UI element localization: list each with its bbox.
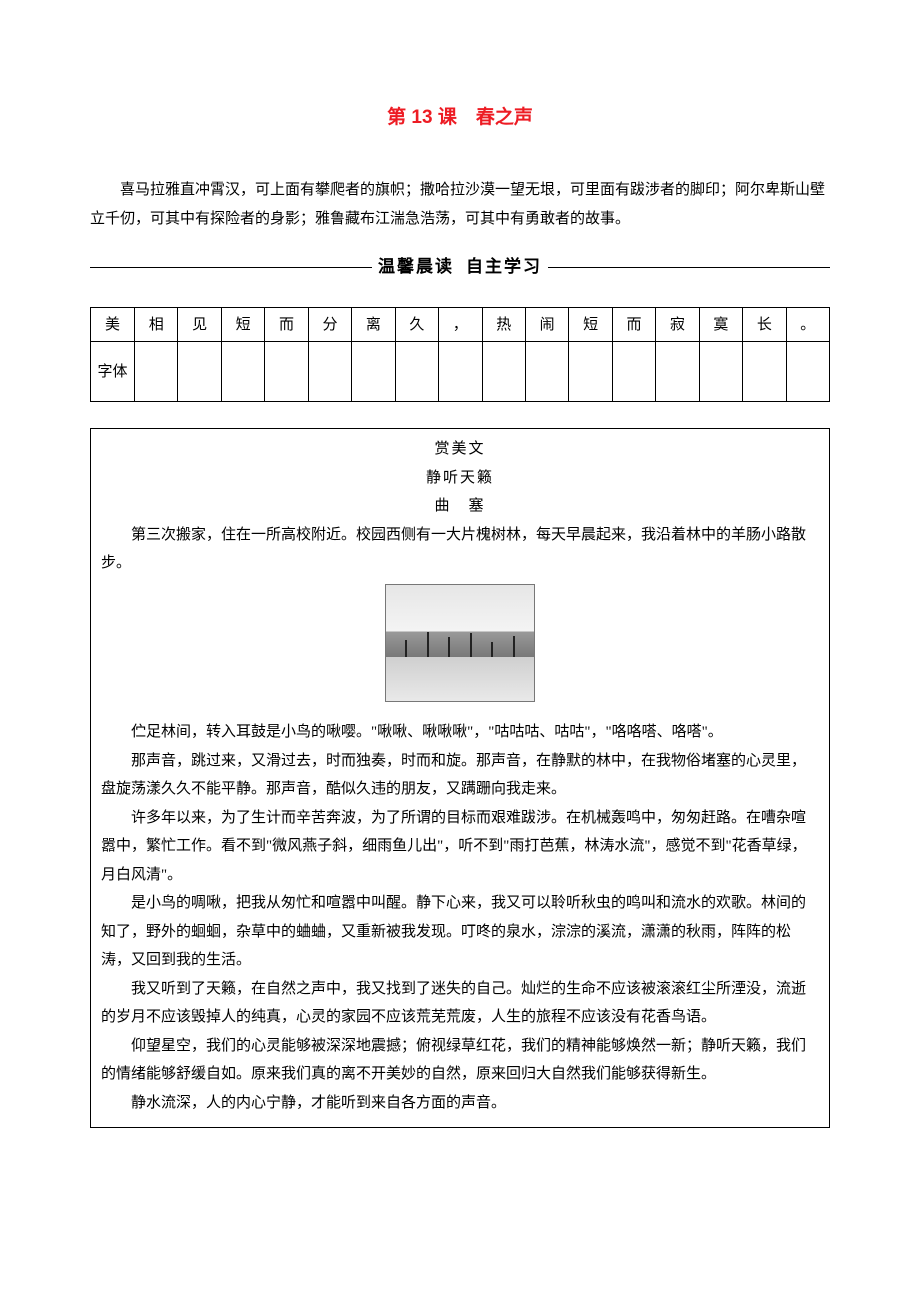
grid-cell-empty	[395, 342, 438, 402]
essay-paragraph: 我又听到了天籁，在自然之声中，我又找到了迷失的自己。灿烂的生命不应该被滚滚红尘所…	[101, 975, 819, 1032]
grid-cell: 见	[178, 308, 221, 342]
grid-cell: 相	[135, 308, 178, 342]
grid-cell-empty	[178, 342, 221, 402]
grid-cell: 离	[352, 308, 395, 342]
grid-cell: 热	[482, 308, 525, 342]
grid-cell-empty	[699, 342, 742, 402]
grid-cell-empty	[439, 342, 482, 402]
grid-cell: 闹	[525, 308, 568, 342]
grid-cell: 长	[743, 308, 786, 342]
grid-cell-empty	[482, 342, 525, 402]
essay-paragraph: 仰望星空，我们的心灵能够被深深地震撼；俯视绿草红花，我们的精神能够焕然一新；静听…	[101, 1032, 819, 1089]
grid-cell-empty	[308, 342, 351, 402]
grid-cell: 而	[612, 308, 655, 342]
grid-cell: 寞	[699, 308, 742, 342]
grid-cell: ，	[439, 308, 482, 342]
grid-label-top: 美	[91, 308, 135, 342]
section-divider: 温馨晨读 自主学习	[90, 251, 830, 283]
grid-cell-empty	[569, 342, 612, 402]
grid-cell-empty	[135, 342, 178, 402]
grid-cell-empty	[265, 342, 308, 402]
grid-cell: 久	[395, 308, 438, 342]
grid-cell-empty	[525, 342, 568, 402]
grid-cell: 寂	[656, 308, 699, 342]
grid-cell: 分	[308, 308, 351, 342]
grid-row-bottom: 字体	[91, 342, 830, 402]
grid-cell: 短	[569, 308, 612, 342]
essay-image	[101, 584, 819, 713]
divider-line-left	[90, 267, 372, 268]
essay-paragraph: 那声音，跳过来，又滑过去，时而独奏，时而和旋。那声音，在静默的林中，在我物俗堵塞…	[101, 747, 819, 804]
essay-paragraph: 伫足林间，转入耳鼓是小鸟的啾嘤。"啾啾、啾啾啾"，"咕咕咕、咕咕"，"咯咯嗒、咯…	[101, 718, 819, 747]
grid-cell-empty	[612, 342, 655, 402]
essay-heading-2: 静听天籁	[101, 464, 819, 493]
grid-cell-empty	[352, 342, 395, 402]
essay-paragraph: 是小鸟的啁啾，把我从匆忙和喧嚣中叫醒。静下心来，我又可以聆听秋虫的鸣叫和流水的欢…	[101, 889, 819, 975]
essay-heading-1: 赏美文	[101, 435, 819, 464]
lesson-title: 第 13 课 春之声	[90, 100, 830, 136]
grid-cell: 而	[265, 308, 308, 342]
character-grid: 美 相 见 短 而 分 离 久 ， 热 闹 短 而 寂 寞 长 。 字体	[90, 307, 830, 402]
grid-cell-empty	[786, 342, 829, 402]
grid-cell-empty	[221, 342, 264, 402]
divider-line-right	[548, 267, 830, 268]
essay-container: 赏美文 静听天籁 曲 塞 第三次搬家，住在一所高校附近。校园西侧有一大片槐树林，…	[90, 428, 830, 1128]
section-label-left: 温馨晨读	[372, 251, 460, 283]
intro-paragraph: 喜马拉雅直冲霄汉，可上面有攀爬者的旗帜；撒哈拉沙漠一望无垠，可里面有跋涉者的脚印…	[90, 176, 830, 233]
essay-body: 第三次搬家，住在一所高校附近。校园西侧有一大片槐树林，每天早晨起来，我沿着林中的…	[101, 521, 819, 1118]
section-label-right: 自主学习	[460, 251, 548, 283]
essay-paragraph: 第三次搬家，住在一所高校附近。校园西侧有一大片槐树林，每天早晨起来，我沿着林中的…	[101, 521, 819, 578]
grid-label-bottom: 字体	[91, 342, 135, 402]
essay-paragraph: 静水流深，人的内心宁静，才能听到来自各方面的声音。	[101, 1089, 819, 1118]
grid-cell-empty	[743, 342, 786, 402]
grid-cell: 。	[786, 308, 829, 342]
essay-author: 曲 塞	[101, 492, 819, 521]
essay-paragraph: 许多年以来，为了生计而辛苦奔波，为了所谓的目标而艰难跋涉。在机械轰鸣中，匆匆赶路…	[101, 804, 819, 890]
grid-row-top: 美 相 见 短 而 分 离 久 ， 热 闹 短 而 寂 寞 长 。	[91, 308, 830, 342]
grid-cell: 短	[221, 308, 264, 342]
grid-cell-empty	[656, 342, 699, 402]
